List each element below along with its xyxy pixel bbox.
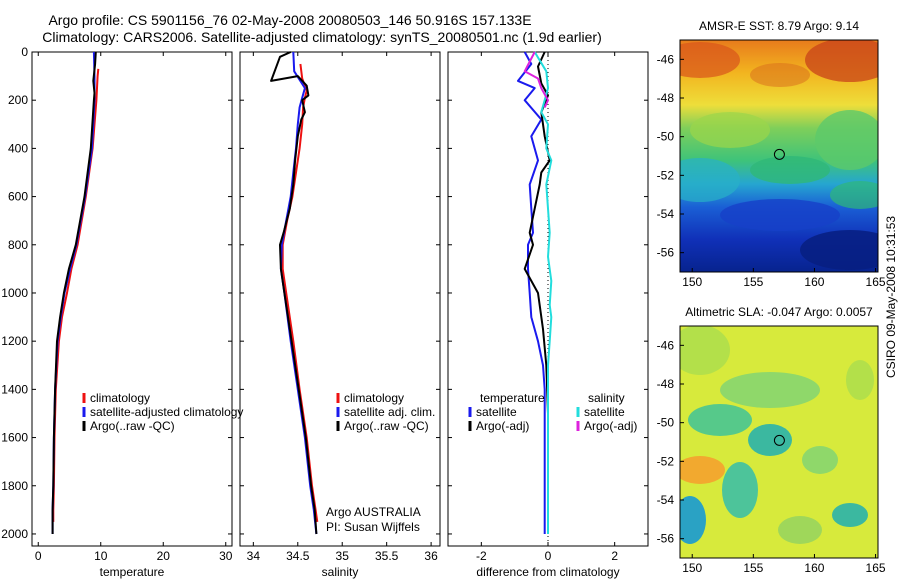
figure-title-line2: Climatology: CARS2006. Satellite-adjuste…	[42, 29, 602, 45]
sla-map	[680, 326, 878, 558]
x-tick-label: 10	[94, 549, 108, 563]
x-tick-label: 35.5	[375, 549, 399, 563]
series-satellite-adjusted-climatology	[51, 51, 96, 534]
sal-legend-label: climatology	[344, 391, 404, 405]
map-x-tick-label: 155	[743, 275, 763, 289]
x-axis-label: salinity	[322, 565, 359, 579]
temperature-axes	[31, 51, 233, 547]
diff-sal-legend-label: satellite	[584, 405, 625, 419]
argo-position-marker	[773, 434, 785, 446]
map-y-tick-label: -46	[657, 338, 675, 352]
series-salinity-satellite	[533, 51, 553, 534]
x-axis-label: difference from climatology	[476, 565, 619, 579]
sal-legend-label: Argo(..raw -QC)	[344, 419, 429, 433]
temperature-plot: 0 10 20 30 0 200 400 600 800 1000 1200 1400 1600 1800…	[1, 45, 232, 579]
x-tick-label: 34	[247, 549, 261, 563]
salinity-plot: 34 34.5 35 35.5 36 salinity	[240, 51, 440, 579]
map-x-tick-label: 160	[804, 275, 824, 289]
map-y-tick-label: -48	[657, 377, 675, 391]
salinity-axes	[239, 51, 441, 547]
x-tick-label: -2	[476, 549, 487, 563]
map-x-tick-label: 165	[866, 275, 886, 289]
x-tick-label: 0	[35, 549, 42, 563]
diff-temp-legend-label: satellite	[476, 405, 517, 419]
sla-title: Altimetric SLA: -0.047 Argo: 0.0057	[685, 305, 873, 319]
argo-position-marker	[773, 148, 785, 160]
y-tick-label: 0	[21, 45, 28, 59]
series-argo-raw-qc-	[51, 51, 97, 534]
x-tick-label: 20	[157, 549, 171, 563]
y-tick-label: 1000	[1, 286, 28, 300]
map-y-tick-label: -54	[657, 207, 675, 221]
map-y-tick-label: -50	[657, 130, 675, 144]
map-x-tick-label: 155	[743, 561, 763, 575]
map-y-tick-label: -50	[657, 416, 675, 430]
map-x-tick-label: 160	[804, 561, 824, 575]
map-y-tick-label: -56	[657, 532, 675, 546]
temp-legend-label: satellite-adjusted climatology	[90, 405, 243, 419]
map-x-tick-label: 150	[682, 275, 702, 289]
series-salinity-argo-adj-	[523, 51, 549, 108]
y-tick-label: 400	[8, 141, 28, 155]
figure-title-line1: Argo profile: CS 5901156_76 02-May-2008 …	[48, 12, 532, 28]
diff-temp-legend-label: Argo(-adj)	[476, 419, 529, 433]
sla-axes: Altimetric SLA: -0.047 Argo: 0.0057 150 15…	[657, 305, 886, 575]
x-tick-label: 30	[219, 549, 233, 563]
sal-legend-label: satellite adj. clim.	[344, 405, 435, 419]
x-tick-label: 0	[545, 549, 552, 563]
diff-sal-legend-label: salinity	[588, 391, 625, 405]
difference-plot: -2 0 2 difference from climatology	[448, 51, 648, 579]
y-tick-label: 1200	[1, 334, 28, 348]
map-y-tick-label: -52	[657, 168, 675, 182]
y-tick-label: 1600	[1, 431, 28, 445]
map-y-tick-label: -54	[657, 493, 675, 507]
sst-map	[680, 40, 878, 272]
x-tick-label: 36	[424, 549, 438, 563]
map-y-tick-label: -46	[657, 52, 675, 66]
diff-sal-legend-label: Argo(-adj)	[584, 419, 637, 433]
map-y-tick-label: -56	[657, 246, 675, 260]
series-argo-raw-qc-	[270, 51, 318, 535]
pi-label: PI: Susan Wijffels	[326, 520, 420, 534]
series-climatology	[281, 63, 319, 523]
x-tick-label: 35	[336, 549, 350, 563]
x-tick-label: 34.5	[286, 549, 310, 563]
temp-legend-label: Argo(..raw -QC)	[90, 419, 175, 433]
x-tick-label: 2	[611, 549, 618, 563]
x-axis-label: temperature	[100, 565, 165, 579]
y-tick-label: 800	[8, 238, 28, 252]
timestamp-stamp: CSIRO 09-May-2008 10:31:53	[884, 215, 898, 378]
series-temperature-satellite	[517, 51, 546, 534]
sst-axes: AMSR-E SST: 8.79 Argo: 9.14 150 155 160 165 -…	[657, 19, 886, 289]
argo-owner-label: Argo AUSTRALIA	[326, 505, 421, 519]
map-x-tick-label: 150	[682, 561, 702, 575]
y-tick-label: 600	[8, 190, 28, 204]
sst-title: AMSR-E SST: 8.79 Argo: 9.14	[699, 19, 859, 33]
map-y-tick-label: -52	[657, 454, 675, 468]
series-temperature-argo-adj-	[523, 51, 551, 534]
temp-legend-label: climatology	[90, 391, 150, 405]
map-x-tick-label: 165	[866, 561, 886, 575]
y-tick-label: 1400	[1, 382, 28, 396]
y-tick-label: 1800	[1, 479, 28, 493]
map-y-tick-label: -48	[657, 91, 675, 105]
y-tick-label: 2000	[1, 527, 28, 541]
diff-temp-legend-label: temperature	[480, 391, 545, 405]
y-tick-label: 200	[8, 93, 28, 107]
